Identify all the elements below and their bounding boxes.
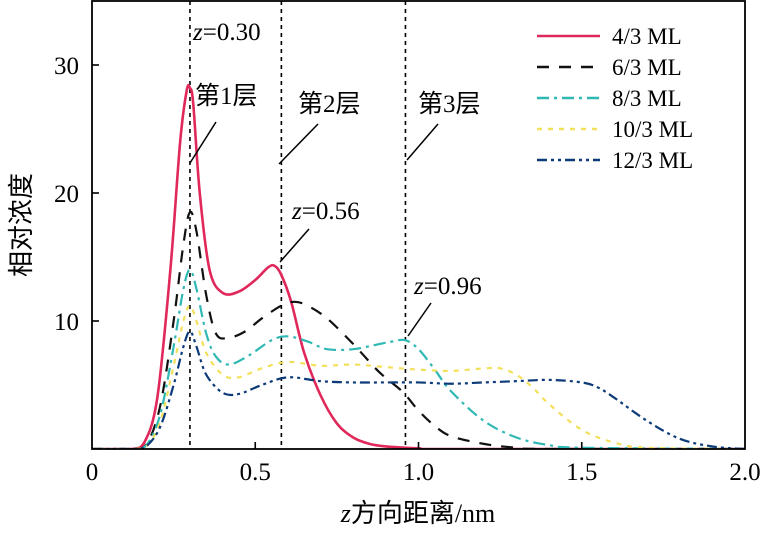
y-tick-label-2: 20 (54, 181, 79, 208)
y-tick-label-1: 10 (54, 309, 79, 336)
x-tick-label-4: 1.5 (566, 459, 597, 486)
pointer-peak-3 (407, 302, 432, 337)
legend-label-4: 10/3 ML (612, 117, 693, 142)
legend-label-2: 6/3 ML (612, 55, 682, 80)
x-tick-label-3: 1.0 (403, 459, 434, 486)
y-axis-title: 相对浓度 (7, 173, 36, 277)
axis-ticks: 0 0.5 1.0 1.5 2.0 10 20 30 (54, 53, 761, 486)
pointer-layer-3 (406, 123, 439, 161)
x-axis-title: z方向距离/nm (340, 499, 496, 528)
series-line-1 (92, 83, 745, 449)
pointer-peak-2 (279, 228, 310, 263)
x-tick-label-2: 0.5 (240, 459, 271, 486)
series-line-2 (92, 210, 745, 449)
series-group (92, 83, 745, 449)
x-tick-label-5: 2.0 (729, 459, 760, 486)
layer-1-label: 第1层 (195, 82, 258, 110)
series-line-3 (92, 268, 745, 449)
layer-3-label: 第3层 (418, 90, 481, 118)
legend-label-5: 12/3 ML (612, 148, 693, 173)
peak-label-1: z=0.30 (192, 19, 261, 46)
reference-lines (189, 1, 407, 449)
pointer-layer-1 (189, 121, 217, 164)
layer-2-label: 第2层 (298, 90, 361, 118)
series-line-5 (92, 330, 745, 449)
legend-label-3: 8/3 ML (612, 86, 682, 111)
legend-label-1: 4/3 ML (612, 24, 682, 49)
x-tick-label-1: 0 (86, 459, 99, 486)
legend: 4/3 ML 6/3 ML 8/3 ML 10/3 ML 12/3 ML (537, 24, 693, 173)
peak-label-3: z=0.96 (413, 273, 482, 300)
peak-label-2: z=0.56 (291, 198, 360, 225)
pointer-layer-2 (278, 123, 319, 165)
y-tick-label-3: 30 (54, 53, 79, 80)
series-line-4 (92, 304, 745, 449)
